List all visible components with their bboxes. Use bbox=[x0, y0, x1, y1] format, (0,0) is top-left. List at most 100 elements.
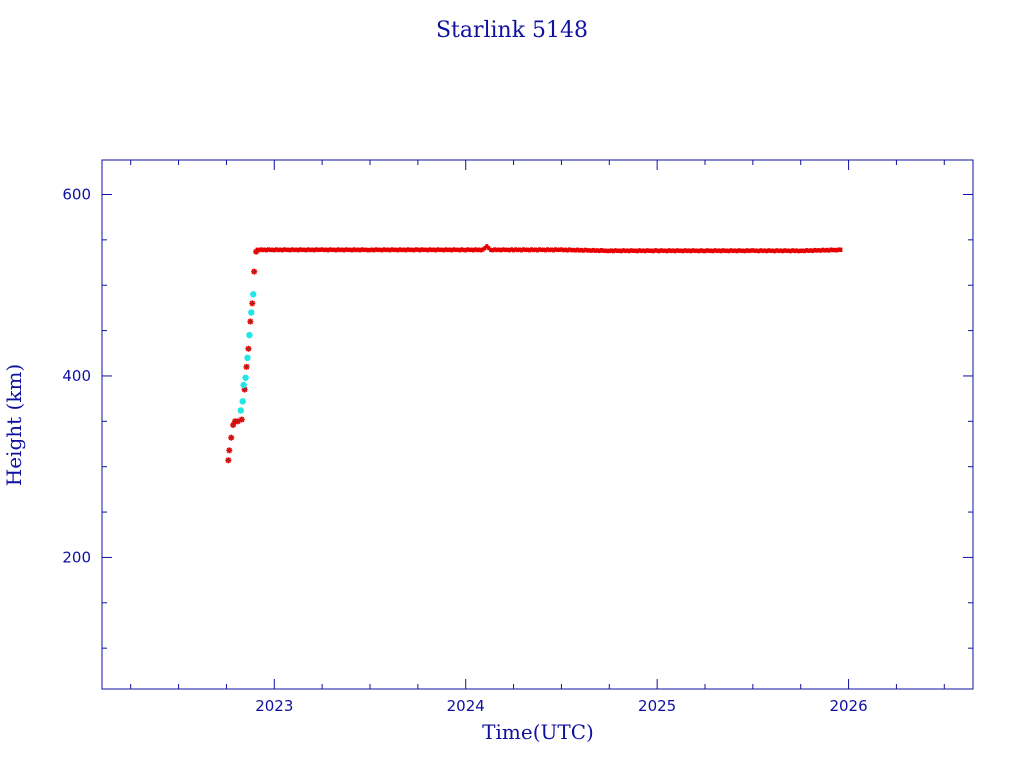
y-tick-label: 400 bbox=[62, 367, 91, 385]
data-point-maneuver bbox=[244, 354, 251, 362]
data-point bbox=[526, 247, 529, 252]
data-point bbox=[442, 248, 446, 253]
data-point bbox=[530, 247, 533, 252]
data-point bbox=[575, 247, 579, 252]
data-point bbox=[499, 248, 503, 253]
data-point bbox=[473, 247, 477, 252]
data-point bbox=[563, 247, 567, 252]
data-point bbox=[257, 248, 261, 253]
data-point bbox=[571, 247, 575, 253]
data-point bbox=[677, 248, 681, 253]
data-point-maneuver bbox=[248, 309, 255, 316]
data-point bbox=[516, 247, 520, 253]
data-point bbox=[827, 248, 831, 253]
data-point bbox=[518, 247, 522, 252]
data-point bbox=[380, 248, 384, 253]
data-point bbox=[693, 248, 697, 253]
data-point bbox=[308, 247, 312, 253]
data-point bbox=[434, 248, 438, 253]
data-point bbox=[460, 247, 464, 252]
data-point bbox=[404, 248, 408, 253]
data-point bbox=[292, 247, 296, 253]
data-point bbox=[263, 247, 267, 252]
data-point bbox=[326, 248, 330, 253]
data-point bbox=[619, 248, 623, 254]
data-point bbox=[466, 247, 470, 252]
data-point bbox=[835, 248, 839, 253]
plot-frame bbox=[101, 159, 974, 690]
data-point-maneuver bbox=[246, 331, 253, 339]
data-point bbox=[294, 247, 298, 252]
data-point bbox=[667, 248, 671, 253]
data-point bbox=[675, 248, 679, 253]
data-point bbox=[493, 247, 497, 252]
data-point bbox=[322, 247, 326, 253]
data-point bbox=[552, 248, 555, 253]
data-point bbox=[464, 248, 468, 253]
data-point-asterisk bbox=[225, 457, 232, 464]
data-point bbox=[779, 248, 783, 253]
data-point bbox=[645, 248, 649, 253]
data-point-asterisk bbox=[243, 363, 250, 370]
data-point bbox=[605, 248, 609, 254]
data-point bbox=[659, 248, 663, 253]
data-point bbox=[310, 247, 314, 252]
data-point bbox=[534, 247, 537, 252]
data-point bbox=[338, 247, 342, 253]
data-point bbox=[789, 248, 793, 254]
data-point bbox=[573, 248, 577, 253]
data-point bbox=[358, 248, 362, 253]
data-point bbox=[745, 248, 749, 253]
data-point bbox=[753, 248, 757, 253]
data-point bbox=[803, 248, 807, 254]
data-point-asterisk bbox=[226, 447, 233, 454]
data-point bbox=[274, 247, 278, 252]
data-point bbox=[741, 248, 745, 253]
data-point bbox=[267, 247, 270, 252]
data-point bbox=[687, 248, 691, 253]
data-point bbox=[352, 247, 356, 252]
data-point bbox=[805, 248, 809, 253]
data-point bbox=[797, 248, 801, 254]
data-point bbox=[354, 247, 358, 253]
data-point bbox=[813, 247, 817, 253]
data-point bbox=[507, 248, 511, 253]
data-point bbox=[510, 247, 513, 252]
data-point bbox=[312, 248, 316, 253]
data-point bbox=[368, 247, 372, 253]
data-point bbox=[775, 248, 779, 253]
data-point bbox=[280, 248, 284, 253]
data-point bbox=[657, 248, 661, 254]
data-point bbox=[711, 248, 715, 254]
data-point bbox=[330, 247, 334, 253]
data-point bbox=[276, 247, 280, 253]
data-point bbox=[432, 247, 436, 252]
data-point bbox=[729, 248, 733, 253]
data-point bbox=[378, 247, 382, 252]
data-point bbox=[424, 247, 428, 252]
data-point bbox=[679, 248, 683, 253]
data-point bbox=[751, 248, 755, 253]
data-point bbox=[336, 247, 340, 252]
data-points bbox=[225, 244, 843, 464]
data-point bbox=[581, 248, 585, 253]
data-point bbox=[302, 247, 306, 252]
data-point bbox=[468, 247, 471, 253]
data-point bbox=[416, 247, 420, 252]
data-point bbox=[454, 247, 458, 253]
data-point bbox=[609, 248, 613, 253]
data-point bbox=[497, 247, 501, 252]
data-point bbox=[699, 248, 703, 253]
data-point bbox=[392, 247, 396, 253]
data-point bbox=[743, 248, 747, 254]
data-point bbox=[593, 248, 597, 253]
x-tick-label: 2025 bbox=[638, 697, 676, 715]
x-axis-label: Time(UTC) bbox=[482, 720, 594, 744]
data-point bbox=[477, 247, 481, 252]
data-point bbox=[641, 248, 645, 253]
data-point bbox=[520, 248, 523, 253]
data-point bbox=[462, 247, 466, 253]
data-point bbox=[316, 247, 320, 253]
y-tick-label: 200 bbox=[62, 548, 91, 566]
